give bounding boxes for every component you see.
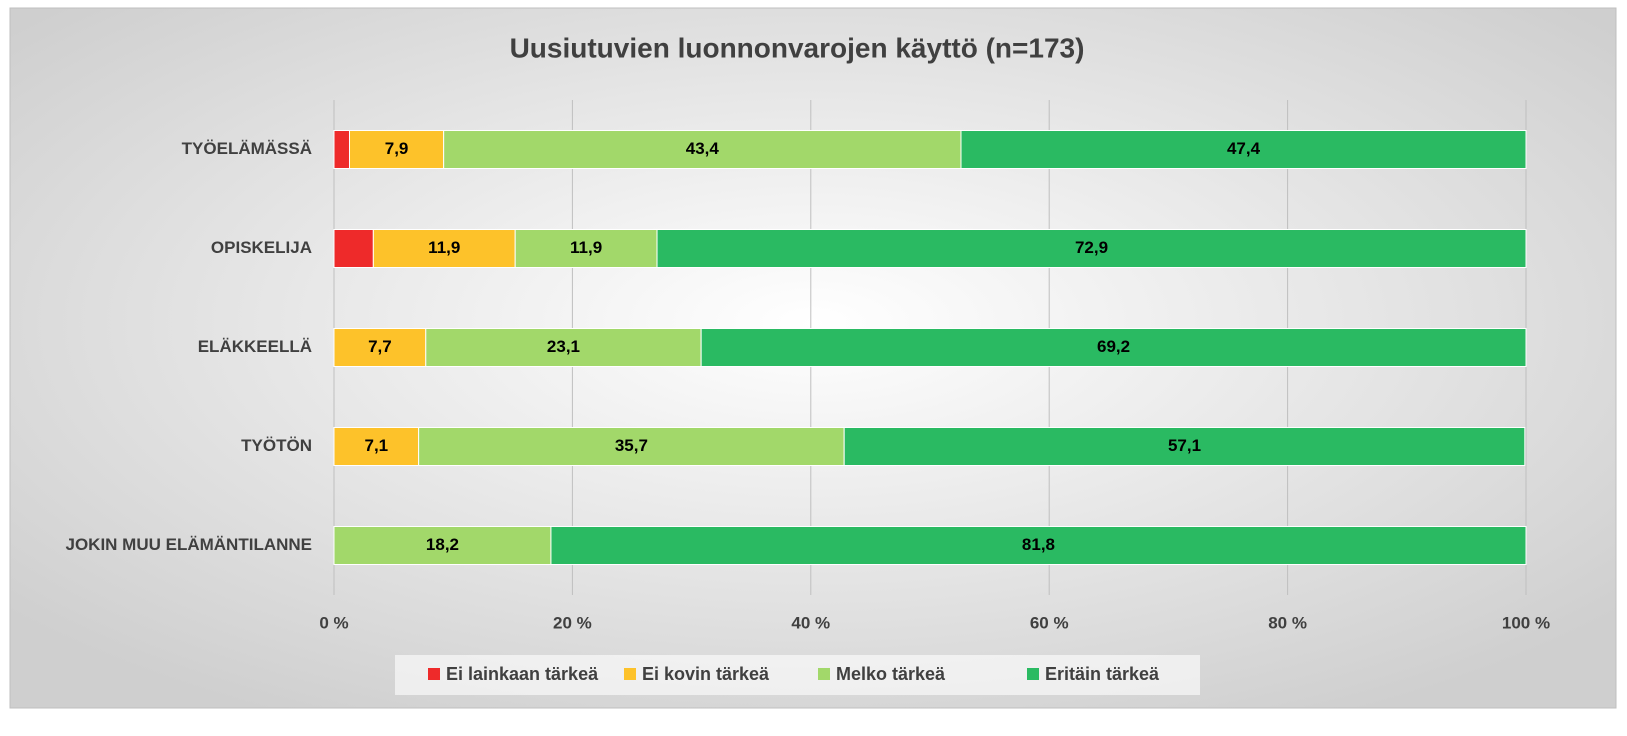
x-tick-label: 0 %: [319, 613, 348, 632]
bar-segment: [333, 328, 427, 367]
legend-label: Ei kovin tärkeä: [642, 664, 770, 684]
bar-segment: [333, 229, 374, 268]
data-label: 72,9: [1075, 238, 1108, 257]
y-tick-label: ELÄKKEELLÄ: [198, 337, 312, 356]
data-label: 7,7: [368, 337, 392, 356]
bar-segment: [843, 427, 1526, 466]
y-tick-label: OPISKELIJA: [211, 238, 312, 257]
legend-swatch: [624, 668, 636, 680]
bar-segment: [372, 229, 516, 268]
data-label: 11,9: [570, 238, 602, 257]
bar-segment: [333, 526, 552, 565]
x-tick-label: 60 %: [1030, 613, 1069, 632]
bar-segment: [348, 130, 445, 169]
bar-segment: [960, 130, 1527, 169]
data-label: 43,4: [686, 139, 720, 158]
data-label: 35,7: [615, 436, 648, 455]
legend-label: Melko tärkeä: [836, 664, 946, 684]
bar-segment: [656, 229, 1527, 268]
data-label: 11,9: [428, 238, 460, 257]
data-label: 57,1: [1168, 436, 1201, 455]
data-label: 7,1: [364, 436, 388, 455]
chart-title: Uusiutuvien luonnonvarojen käyttö (n=173…: [510, 32, 1085, 63]
bar-segment: [443, 130, 962, 169]
x-tick-label: 20 %: [553, 613, 592, 632]
bar-segment: [550, 526, 1527, 565]
x-tick-label: 100 %: [1502, 613, 1550, 632]
y-tick-label: TYÖTÖN: [241, 436, 312, 455]
data-label: 81,8: [1022, 535, 1055, 554]
legend-swatch: [818, 668, 830, 680]
legend-label: Eritäin tärkeä: [1045, 664, 1160, 684]
legend-background: [395, 655, 1200, 695]
x-tick-label: 80 %: [1268, 613, 1307, 632]
data-label: 7,9: [385, 139, 409, 158]
data-label: 69,2: [1097, 337, 1130, 356]
y-tick-label: JOKIN MUU ELÄMÄNTILANNE: [66, 535, 313, 554]
data-label: 47,4: [1227, 139, 1261, 158]
legend-swatch: [1027, 668, 1039, 680]
legend-swatch: [428, 668, 440, 680]
y-tick-label: TYÖELÄMÄSSÄ: [182, 139, 312, 158]
bar-segment: [333, 130, 350, 169]
x-tick-label: 40 %: [791, 613, 830, 632]
bar-segment: [333, 427, 420, 466]
legend-label: Ei lainkaan tärkeä: [446, 664, 599, 684]
data-label: 23,1: [547, 337, 580, 356]
bar-segment: [700, 328, 1527, 367]
bar-segment: [514, 229, 658, 268]
data-label: 18,2: [426, 535, 459, 554]
bar-segment: [425, 328, 702, 367]
